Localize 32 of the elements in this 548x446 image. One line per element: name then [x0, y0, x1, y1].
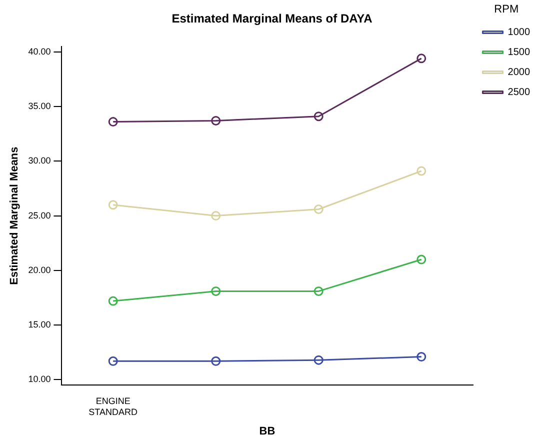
point — [314, 204, 324, 214]
x-tick-label: ENGINE STANDARD — [88, 396, 138, 417]
y-tick-label: 25.00 — [28, 210, 51, 220]
point — [108, 296, 118, 306]
point — [211, 286, 221, 296]
point — [314, 112, 324, 122]
point — [314, 286, 324, 296]
point — [314, 355, 324, 365]
point — [416, 166, 426, 176]
chart-title: Estimated Marginal Means of DAYA — [172, 12, 373, 26]
legend-label: 1500 — [508, 46, 530, 58]
point — [416, 352, 426, 362]
point — [108, 356, 118, 366]
point — [416, 54, 426, 64]
y-tick-label: 40.00 — [28, 46, 51, 56]
point — [108, 200, 118, 210]
point — [211, 116, 221, 126]
point — [211, 211, 221, 221]
legend-label: 2000 — [508, 66, 530, 78]
point — [416, 254, 426, 264]
y-tick-label: 10.00 — [28, 374, 51, 384]
y-tick-label: 15.00 — [28, 320, 51, 330]
y-axis-title: Estimated Marginal Means — [8, 146, 21, 285]
legend-label: 2500 — [508, 86, 530, 98]
point — [211, 356, 221, 366]
legend-title: RPM — [494, 4, 519, 16]
y-tick-label: 30.00 — [28, 156, 51, 166]
x-axis-title: BB — [259, 425, 276, 438]
point — [108, 117, 118, 127]
y-tick-label: 20.00 — [28, 264, 51, 275]
y-tick-label: 35.00 — [28, 100, 51, 111]
legend-label: 1000 — [508, 26, 530, 38]
